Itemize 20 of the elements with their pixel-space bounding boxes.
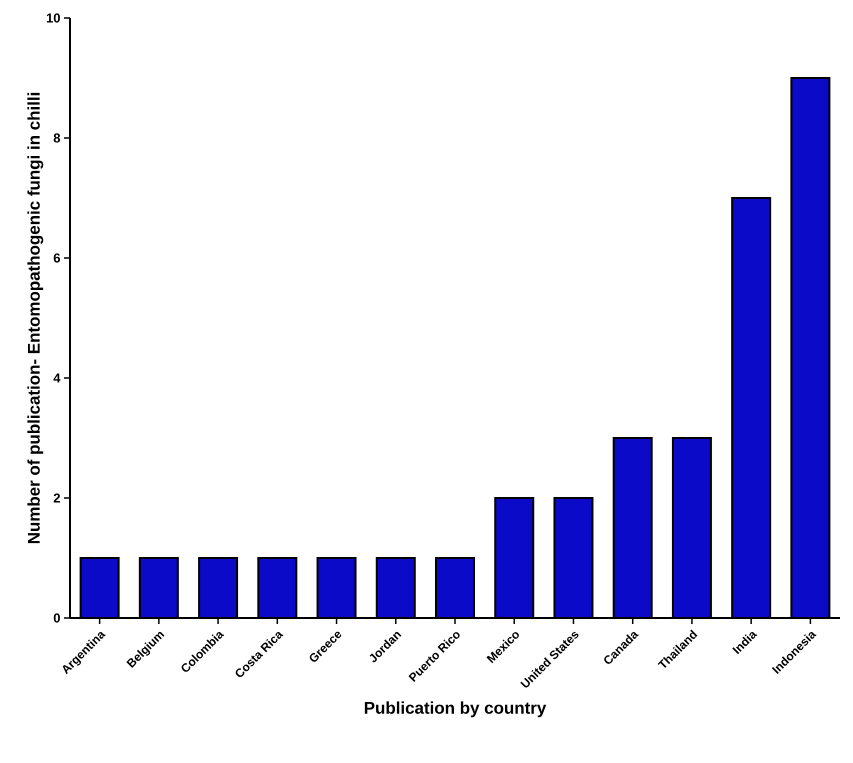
- bar: [258, 558, 296, 618]
- x-axis-title: Publication by country: [364, 701, 546, 718]
- y-axis-title: Number of publication- Entomopathogenic fungi in chilli: [27, 92, 44, 544]
- y-tick-label: 4: [53, 374, 60, 382]
- bar: [672, 438, 711, 618]
- bar: [140, 558, 178, 618]
- y-tick-label: 8: [54, 133, 60, 143]
- y-tick-label: 2: [54, 493, 60, 503]
- bar: [436, 558, 474, 618]
- bar: [614, 438, 652, 618]
- y-tick-label: 0: [54, 613, 60, 623]
- bar: [732, 198, 770, 618]
- y-tick-label: 6: [54, 253, 60, 263]
- bar: [554, 498, 592, 618]
- bar: [199, 558, 238, 618]
- bar: [80, 558, 119, 618]
- bar: [318, 558, 356, 618]
- y-tick-label: 10: [46, 13, 60, 23]
- bar: [495, 498, 534, 618]
- bar: [376, 558, 415, 618]
